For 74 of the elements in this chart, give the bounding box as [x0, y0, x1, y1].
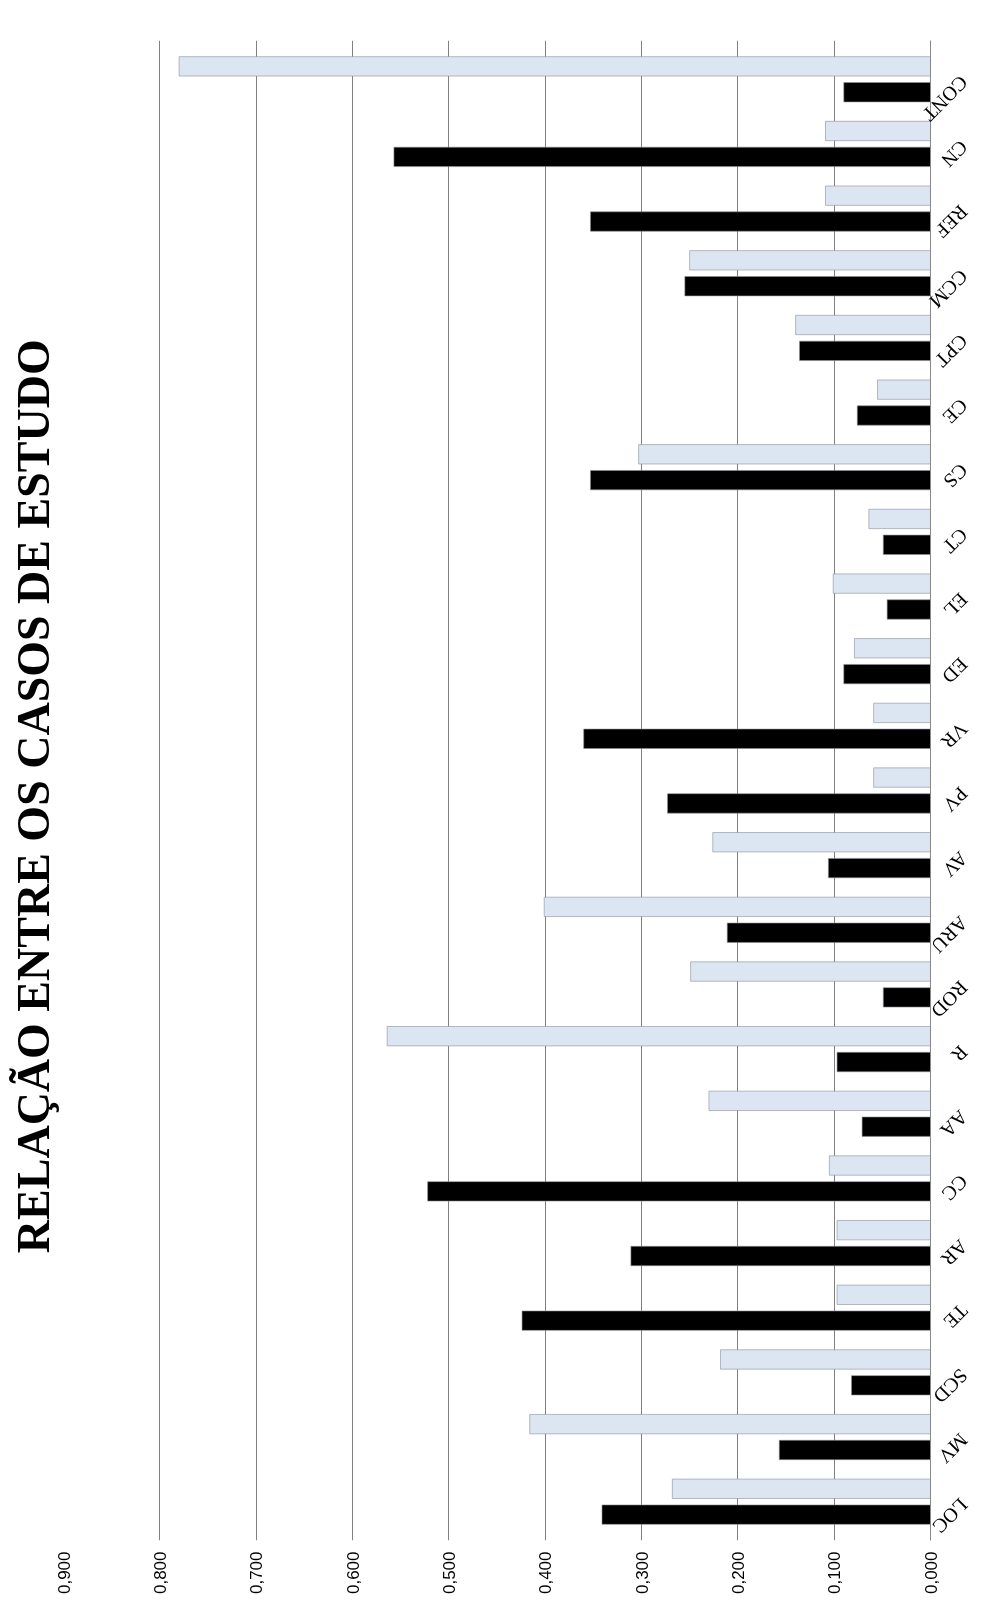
- bar: [590, 211, 931, 232]
- x-tick-label: 0,400: [536, 1551, 556, 1595]
- y-tick-label: EL: [939, 588, 973, 622]
- bar: [883, 534, 931, 555]
- x-tick-label: 0,900: [54, 1551, 74, 1595]
- y-tick-label: CT: [938, 524, 973, 558]
- bar: [583, 728, 931, 749]
- x-tick-label: 0,500: [439, 1551, 459, 1595]
- bar: [877, 379, 931, 400]
- y-tick-label: TE: [939, 1299, 973, 1333]
- bar: [427, 1181, 931, 1202]
- y-tick-label: CS: [939, 459, 973, 493]
- bar: [836, 1220, 931, 1241]
- bar: [829, 1155, 931, 1176]
- bar: [886, 599, 931, 620]
- bar: [795, 314, 931, 335]
- y-tick-label: REF: [930, 200, 973, 243]
- bar: [178, 56, 931, 77]
- y-tick-label: CC: [937, 1170, 973, 1206]
- bar: [856, 405, 931, 426]
- y-tick-label: CN: [937, 136, 973, 172]
- bar: [825, 185, 931, 206]
- text: RELAÇÃO ENTRE OS CASOS DE ESTUDO: [7, 339, 59, 1254]
- bar: [726, 922, 931, 943]
- bar: [638, 444, 931, 465]
- x-tick-label: 0,000: [921, 1551, 941, 1595]
- bar: [590, 470, 931, 491]
- bar: [386, 1026, 931, 1047]
- bar: [832, 573, 931, 594]
- y-tick-label: R: [946, 1041, 973, 1067]
- bar: [529, 1414, 931, 1435]
- y-tick-label: AA: [935, 1106, 973, 1143]
- bar: [851, 1375, 931, 1396]
- bar: [689, 250, 931, 271]
- y-tick-label: CPT: [930, 330, 973, 372]
- x-tick-label: 0,700: [247, 1551, 267, 1595]
- bar: [667, 793, 931, 814]
- bar: [708, 1090, 931, 1111]
- y-tick-label: ED: [937, 653, 973, 688]
- x-tick-label: 0,300: [632, 1551, 652, 1595]
- y-tick-label: SCD: [929, 1364, 973, 1408]
- bar: [712, 832, 931, 853]
- y-tick-label: VR: [936, 718, 973, 754]
- bar: [778, 1439, 931, 1460]
- bar: [836, 1284, 931, 1305]
- x-tick-label: 0,200: [728, 1551, 748, 1595]
- bar: [393, 146, 931, 167]
- bar: [521, 1310, 931, 1331]
- bar: [861, 1116, 931, 1137]
- y-tick-label: CE: [938, 394, 973, 429]
- bar: [873, 702, 931, 723]
- bar: [672, 1478, 931, 1499]
- bar: [601, 1504, 931, 1525]
- bar: [873, 767, 931, 788]
- bar: [684, 276, 931, 297]
- bar: [690, 961, 931, 982]
- bar: [836, 1052, 931, 1073]
- y-tick-label: PV: [938, 782, 973, 817]
- bar: [854, 638, 931, 659]
- bar: [868, 508, 931, 529]
- y-tick-label: AR: [936, 1235, 973, 1271]
- bar: [828, 858, 931, 879]
- bar: [720, 1349, 931, 1370]
- bar: [630, 1246, 931, 1267]
- x-tick-label: 0,600: [343, 1551, 363, 1595]
- x-tick-label: 0,800: [150, 1551, 170, 1595]
- x-tick-label: 0,100: [825, 1551, 845, 1595]
- bar: [883, 987, 931, 1008]
- bar: [825, 121, 931, 142]
- bar: [543, 896, 931, 917]
- bar: [799, 340, 931, 361]
- y-tick-label: MV: [933, 1429, 973, 1469]
- y-tick-label: AV: [937, 847, 973, 882]
- bar: [843, 664, 931, 685]
